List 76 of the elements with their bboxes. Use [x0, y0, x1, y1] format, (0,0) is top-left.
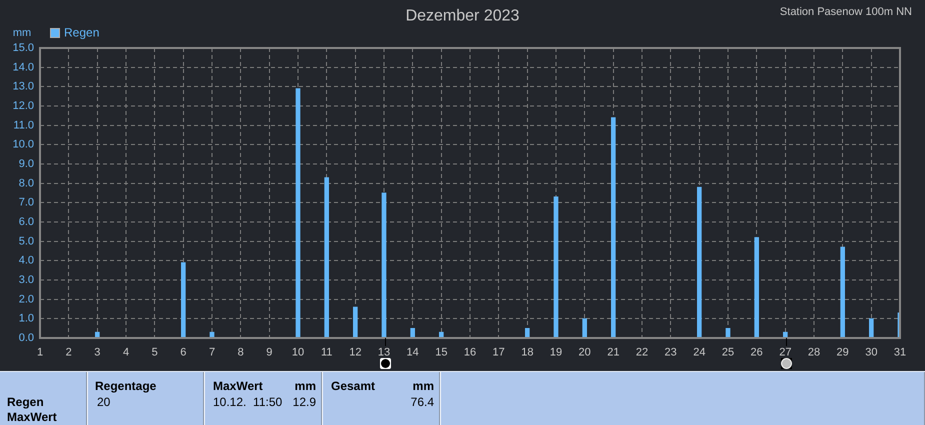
x-tick-label: 5 — [152, 346, 158, 359]
x-tick-label: 25 — [722, 346, 734, 359]
x-tick-label: 30 — [865, 346, 878, 359]
x-tick-label: 13 — [378, 346, 390, 359]
y-tick-label: 15.0 — [12, 42, 34, 54]
chart-title: Dezember 2023 — [406, 7, 520, 24]
x-tick-label: 21 — [607, 346, 620, 359]
bar — [210, 332, 214, 338]
y-tick-label: 0.0 — [18, 332, 34, 344]
x-tick-label: 17 — [492, 346, 505, 359]
text: mm — [294, 379, 316, 393]
text: mm — [412, 379, 434, 393]
bar — [181, 262, 186, 338]
text: 12.9 — [292, 395, 316, 409]
text: Regentage — [95, 379, 156, 393]
y-axis-title: mm — [12, 27, 32, 40]
x-tick-label: 26 — [750, 346, 763, 359]
y-tick-label: 7.0 — [18, 196, 34, 209]
text: MaxWert — [213, 379, 263, 393]
x-tick-label: 18 — [521, 346, 534, 359]
x-tick-label: 3 — [94, 346, 100, 359]
text: Gesamt — [331, 379, 376, 393]
x-tick-label: 1 — [36, 346, 44, 359]
bar — [554, 196, 558, 338]
bar — [296, 88, 300, 338]
bar — [353, 306, 358, 338]
bar — [611, 117, 616, 338]
text: 20 — [97, 395, 110, 409]
x-tick-label: 29 — [836, 346, 849, 359]
text: 10.12. 11:50 — [213, 395, 282, 409]
legend-label: Regen — [64, 25, 100, 40]
y-tick-label: 1.0 — [18, 312, 34, 325]
y-tick-label: 10.0 — [12, 138, 34, 151]
text: Regen — [7, 395, 44, 409]
x-tick-label: 20 — [578, 346, 591, 359]
x-tick-label: 9 — [266, 346, 272, 359]
bar — [324, 177, 329, 338]
text: MaxWert — [7, 410, 57, 424]
y-tick-label: 13.0 — [12, 80, 34, 93]
x-tick-label: 24 — [693, 346, 706, 359]
x-tick-label: 27 — [779, 346, 792, 359]
y-tick-label: 11.0 — [13, 119, 34, 132]
x-tick-label: 19 — [550, 346, 562, 359]
x-tick-label: 10 — [292, 346, 304, 359]
y-tick-label: 12.0 — [12, 100, 34, 112]
x-tick-label: 28 — [808, 346, 820, 359]
x-tick-label: 15 — [435, 346, 448, 359]
bar — [726, 328, 730, 338]
y-tick-label: 5.0 — [18, 235, 34, 248]
chart-subtitle: Station Pasenow 100m NN — [780, 6, 912, 18]
bar — [840, 246, 845, 338]
text: 76.4 — [410, 395, 434, 409]
bar — [382, 192, 386, 338]
x-tick-label: 23 — [664, 346, 677, 359]
y-tick-label: 14.0 — [12, 61, 34, 74]
bar — [697, 186, 702, 338]
y-tick-label: 4.0 — [18, 254, 34, 267]
x-tick-label: 11 — [320, 346, 332, 359]
x-tick-label: 14 — [406, 346, 419, 359]
bar — [869, 318, 874, 338]
x-tick-label: 2 — [66, 346, 72, 359]
x-tick-label: 7 — [208, 346, 216, 359]
y-tick-label: 8.0 — [18, 177, 34, 190]
x-tick-label: 4 — [122, 346, 130, 359]
x-tick-label: 16 — [464, 346, 476, 359]
y-tick-label: 6.0 — [18, 216, 34, 228]
x-tick-label: 8 — [238, 346, 244, 359]
bar — [754, 237, 759, 338]
x-tick-label: 12 — [349, 346, 362, 359]
y-tick-label: 9.0 — [18, 158, 34, 170]
x-tick-label: 31 — [894, 346, 906, 359]
y-tick-label: 2.0 — [18, 293, 34, 306]
y-tick-label: 3.0 — [18, 274, 34, 286]
x-tick-label: 22 — [636, 346, 648, 359]
bar — [582, 318, 587, 338]
x-tick-label: 6 — [180, 346, 186, 359]
